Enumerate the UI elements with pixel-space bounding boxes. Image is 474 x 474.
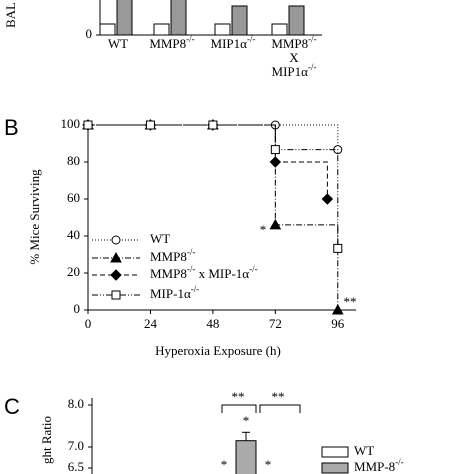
y-tick-label: 20 (67, 264, 80, 279)
y-tick-label: 40 (67, 227, 80, 242)
legend-label: MIP-1α-/- (150, 284, 199, 301)
point (111, 235, 121, 245)
y-axis-label: BAL (3, 2, 18, 28)
x-axis-label: Hyperoxia Exposure (h) (155, 343, 281, 358)
point (331, 303, 344, 315)
legend-label: MMP8-/- (150, 247, 195, 264)
x-tick-label: MIP1α-/- (272, 62, 317, 79)
y-tick-label: 100 (61, 116, 81, 131)
x-tick-label: 48 (206, 316, 219, 331)
legend-label: MMP8-/- x MIP-1α-/- (150, 264, 258, 281)
annotation: * (260, 222, 267, 237)
y-tick-label: 80 (67, 153, 80, 168)
x-tick-label: 72 (269, 316, 282, 331)
y-tick-label: 60 (67, 190, 80, 205)
y-tick-label: 0 (74, 301, 81, 316)
y-tick-label: 7.0 (68, 438, 84, 453)
bar-shape (116, 0, 133, 36)
y-axis-label: ght Ratio (39, 416, 54, 464)
annotation: * (221, 457, 228, 472)
bar (235, 440, 257, 474)
point (111, 290, 121, 300)
panel-label: B (4, 115, 19, 140)
y-tick-label: 6.5 (68, 459, 84, 474)
x-tick-label: WT (108, 36, 128, 51)
x-tick-label: X (289, 50, 299, 65)
bar-shape (153, 23, 170, 36)
bar-shape (99, 23, 116, 36)
x-tick-label: 96 (331, 316, 345, 331)
x-tick-label: MMP8-/- (149, 34, 194, 51)
bracket (221, 404, 257, 413)
annotation: * (265, 457, 272, 472)
x-tick-label: MIP1α-/- (211, 34, 256, 51)
point (145, 120, 155, 130)
point (208, 120, 218, 130)
point (269, 156, 282, 168)
y-tick-label: 0 (86, 26, 93, 41)
x-tick-label: 0 (85, 316, 92, 331)
survival-line (88, 124, 328, 199)
legend-label: WT (354, 443, 374, 458)
x-tick-label: MMP8-/- (271, 34, 316, 51)
point (83, 120, 93, 130)
survival-line (88, 124, 339, 249)
point (321, 193, 334, 205)
x-tick-label: 24 (144, 316, 158, 331)
point (333, 243, 343, 253)
y-axis-label: % Mice Surviving (27, 169, 42, 265)
bar-shape (271, 23, 288, 36)
annotation: * (243, 413, 250, 428)
legend-swatch (321, 462, 349, 474)
bar-shape (231, 5, 248, 36)
annotation: ** (272, 389, 285, 404)
panel-label: C (4, 394, 20, 419)
point (110, 251, 122, 263)
bar-shape (214, 23, 231, 36)
point (110, 269, 122, 281)
legend-swatch (321, 446, 349, 458)
annotation: ** (232, 389, 245, 404)
bar-shape (288, 5, 305, 36)
bar-shape (170, 0, 187, 36)
legend-label: WT (150, 231, 170, 246)
survival-line (88, 124, 339, 310)
point (270, 145, 280, 155)
point (269, 218, 282, 230)
legend-label: MMP-8-/- (354, 457, 404, 474)
annotation: ** (344, 294, 357, 309)
y-tick-label: 8.0 (68, 396, 84, 411)
bracket (259, 404, 301, 413)
